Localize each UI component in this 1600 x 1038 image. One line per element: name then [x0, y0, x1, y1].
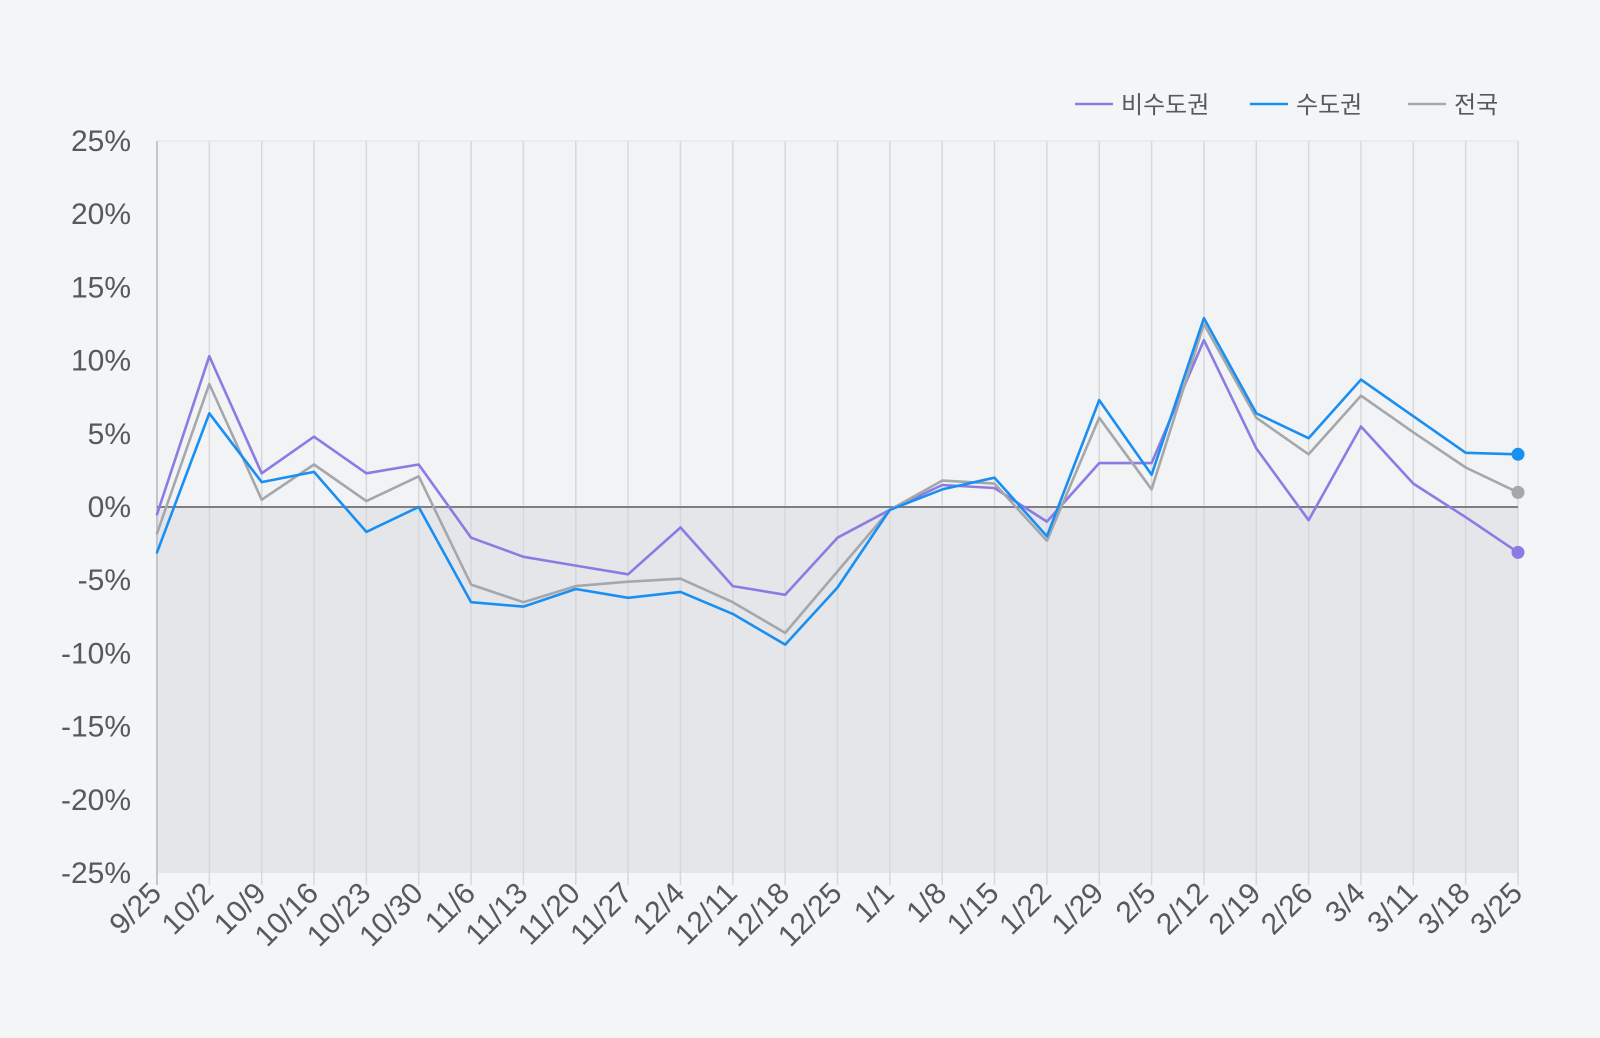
legend-item: 수도권	[1250, 91, 1362, 119]
legend: 비수도권 수도권 전국	[1075, 91, 1498, 119]
legend-label: 수도권	[1296, 91, 1362, 119]
y-tick-label: 5%	[88, 418, 131, 451]
series-lines	[155, 316, 1520, 646]
legend-label: 비수도권	[1121, 91, 1209, 119]
x-tick-label: 3/25	[1464, 877, 1529, 942]
y-tick-label: -20%	[61, 784, 131, 817]
legend-item: 전국	[1408, 91, 1498, 119]
x-tick-label: 3/4	[1319, 877, 1372, 930]
series-line	[155, 322, 1520, 635]
x-tick-label: 3/18	[1412, 877, 1477, 942]
series-end-marker	[1511, 485, 1525, 499]
x-tick-label: 1/15	[941, 877, 1006, 942]
y-tick-label: -5%	[78, 564, 131, 597]
x-axis-tick-labels: 9/2510/210/910/1610/2310/3011/611/1311/2…	[103, 877, 1529, 953]
y-axis-tick-labels: 25% 20% 15% 10% 5% 0% -5% -10% -15% -20% -25%	[61, 125, 131, 890]
x-tick-label: 2/12	[1150, 877, 1215, 942]
y-tick-label: -10%	[61, 637, 131, 670]
x-tick-label: 11/27	[564, 877, 639, 952]
y-tick-label: 10%	[71, 345, 131, 378]
x-tick-label: 3/11	[1361, 877, 1424, 940]
y-tick-label: 20%	[71, 198, 131, 231]
series-end-markers	[1511, 447, 1525, 559]
legend-label: 전국	[1454, 91, 1498, 119]
series-end-marker	[1511, 545, 1525, 559]
x-tick-label: 1/29	[1046, 877, 1111, 942]
series-line	[155, 316, 1520, 646]
grid-lines	[156, 140, 1519, 885]
x-tick-label: 1/1	[848, 877, 901, 930]
x-tick-label: 2/19	[1203, 877, 1268, 942]
x-tick-label: 10/2	[156, 877, 221, 942]
series-line	[155, 338, 1520, 597]
y-tick-label: 0%	[88, 491, 131, 524]
x-tick-label: 2/26	[1255, 877, 1320, 942]
series-end-marker	[1511, 447, 1525, 461]
y-tick-label: -15%	[61, 711, 131, 744]
y-tick-label: 15%	[71, 271, 131, 304]
legend-item: 비수도권	[1075, 91, 1209, 119]
y-tick-label: -25%	[61, 857, 131, 890]
x-tick-label: 1/22	[993, 877, 1058, 942]
y-tick-label: 25%	[71, 125, 131, 158]
